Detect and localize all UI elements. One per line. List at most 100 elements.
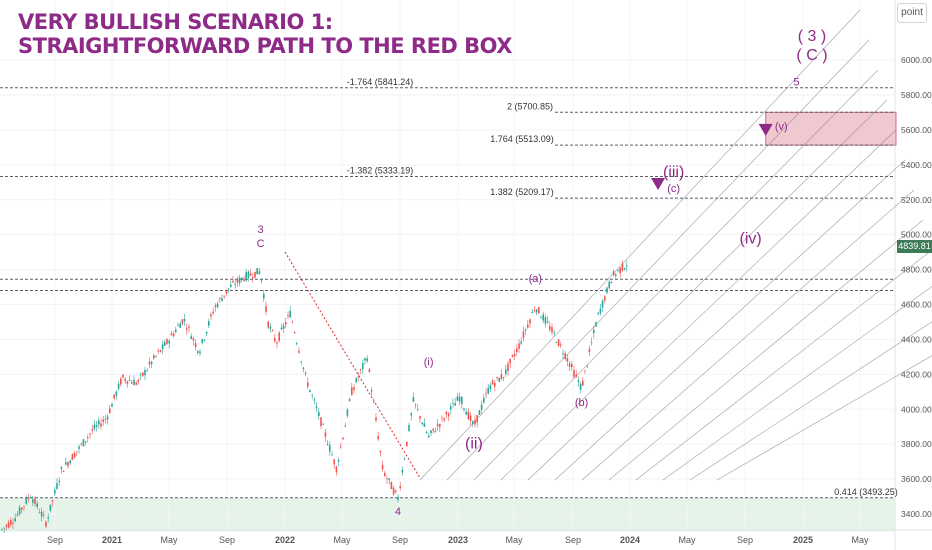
x-tick-label: 2021 bbox=[102, 535, 122, 545]
candle-body bbox=[386, 478, 388, 479]
candle-body bbox=[397, 496, 399, 500]
candle-body bbox=[95, 424, 98, 427]
candle-body bbox=[505, 369, 507, 374]
candle-body bbox=[430, 430, 432, 434]
candle-body bbox=[135, 382, 137, 385]
y-tick-label: 5400.00 bbox=[901, 160, 932, 170]
candle-body bbox=[445, 411, 448, 415]
candle-body bbox=[326, 444, 329, 446]
channel-line bbox=[662, 286, 932, 481]
candle-body bbox=[320, 417, 322, 426]
wave-label: (v) bbox=[775, 121, 788, 133]
y-tick-label: 6000.00 bbox=[901, 55, 932, 65]
candle-body bbox=[38, 512, 41, 514]
candle-body bbox=[109, 408, 111, 413]
candle-body bbox=[419, 416, 421, 419]
candle-body bbox=[159, 349, 162, 352]
candle-body bbox=[436, 424, 439, 427]
candle-body bbox=[566, 358, 569, 362]
candle-body bbox=[357, 376, 360, 378]
x-tick-label: 2025 bbox=[793, 535, 813, 545]
candle-body bbox=[335, 466, 338, 473]
candle-body bbox=[348, 399, 351, 401]
wave-label: C bbox=[257, 238, 265, 250]
candle-body bbox=[133, 379, 135, 386]
y-tick-label: 5600.00 bbox=[901, 125, 932, 135]
candle-body bbox=[450, 406, 452, 410]
candle-body bbox=[313, 399, 316, 401]
candle-body bbox=[164, 342, 166, 346]
candle-body bbox=[124, 379, 126, 382]
candle-body bbox=[263, 293, 265, 299]
candle-body bbox=[346, 409, 349, 416]
channel-line bbox=[473, 69, 879, 481]
chart-title-line-2: STRAIGHTFORWARD PATH TO THE RED BOX bbox=[18, 34, 512, 58]
candle-body bbox=[67, 462, 69, 467]
candle-body bbox=[243, 278, 245, 281]
candle-body bbox=[593, 329, 595, 334]
candle-body bbox=[230, 284, 232, 288]
fib-level-label: -1.382 (5333.19) bbox=[347, 166, 414, 176]
candle-body bbox=[568, 363, 571, 367]
wave-label: (i) bbox=[424, 357, 434, 369]
y-tick-label: 4400.00 bbox=[901, 334, 932, 344]
candle-body bbox=[93, 424, 96, 430]
candle-body bbox=[599, 308, 602, 314]
candle-body bbox=[3, 527, 5, 529]
candle-body bbox=[368, 369, 371, 372]
candle-body bbox=[542, 314, 544, 321]
candle-body bbox=[236, 278, 239, 283]
candle-body bbox=[379, 450, 382, 453]
candle-body bbox=[161, 344, 164, 350]
channel-line bbox=[500, 99, 888, 481]
candle-body bbox=[331, 454, 333, 456]
candle-body bbox=[362, 363, 364, 369]
candle-body bbox=[291, 322, 294, 324]
candle-body bbox=[232, 280, 234, 283]
x-tick-label: Sep bbox=[392, 535, 408, 545]
candle-body bbox=[245, 272, 247, 281]
candle-body bbox=[199, 351, 201, 354]
candle-body bbox=[117, 383, 120, 389]
candle-body bbox=[282, 325, 285, 329]
candle-body bbox=[258, 271, 261, 275]
channel-line bbox=[527, 129, 897, 481]
candle-body bbox=[621, 263, 624, 271]
candle-body bbox=[381, 464, 384, 470]
y-tick-label: 5000.00 bbox=[901, 230, 932, 240]
candle-body bbox=[5, 524, 8, 527]
price-scale-panel bbox=[895, 0, 932, 550]
candle-body bbox=[412, 397, 415, 402]
candle-body bbox=[370, 390, 373, 392]
candle-body bbox=[1, 529, 3, 530]
candle-body bbox=[181, 319, 184, 324]
x-tick-label: Sep bbox=[737, 535, 753, 545]
candle-body bbox=[564, 353, 566, 359]
plot-area bbox=[0, 0, 895, 530]
candle-body bbox=[29, 497, 32, 499]
candle-body bbox=[518, 343, 520, 349]
candle-body bbox=[76, 451, 78, 453]
x-tick-label: 2023 bbox=[448, 535, 468, 545]
candle-body bbox=[287, 315, 289, 316]
candle-body bbox=[425, 431, 428, 434]
x-tick-label: 2022 bbox=[275, 535, 295, 545]
candle-body bbox=[179, 323, 181, 328]
candle-body bbox=[254, 271, 256, 278]
candle-body bbox=[58, 480, 60, 483]
channel-line bbox=[581, 189, 915, 481]
candle-body bbox=[465, 411, 467, 415]
candle-body bbox=[476, 415, 478, 423]
candle-body bbox=[414, 403, 417, 405]
price-scale-unit-button[interactable]: point bbox=[897, 3, 927, 23]
channel-line bbox=[716, 355, 932, 481]
candle-body bbox=[269, 326, 272, 329]
x-tick-label: May bbox=[333, 535, 351, 545]
candle-body bbox=[146, 370, 148, 371]
candle-body bbox=[274, 337, 276, 342]
candle-body bbox=[18, 507, 21, 515]
candle-body bbox=[197, 350, 199, 353]
candle-body bbox=[474, 419, 476, 425]
